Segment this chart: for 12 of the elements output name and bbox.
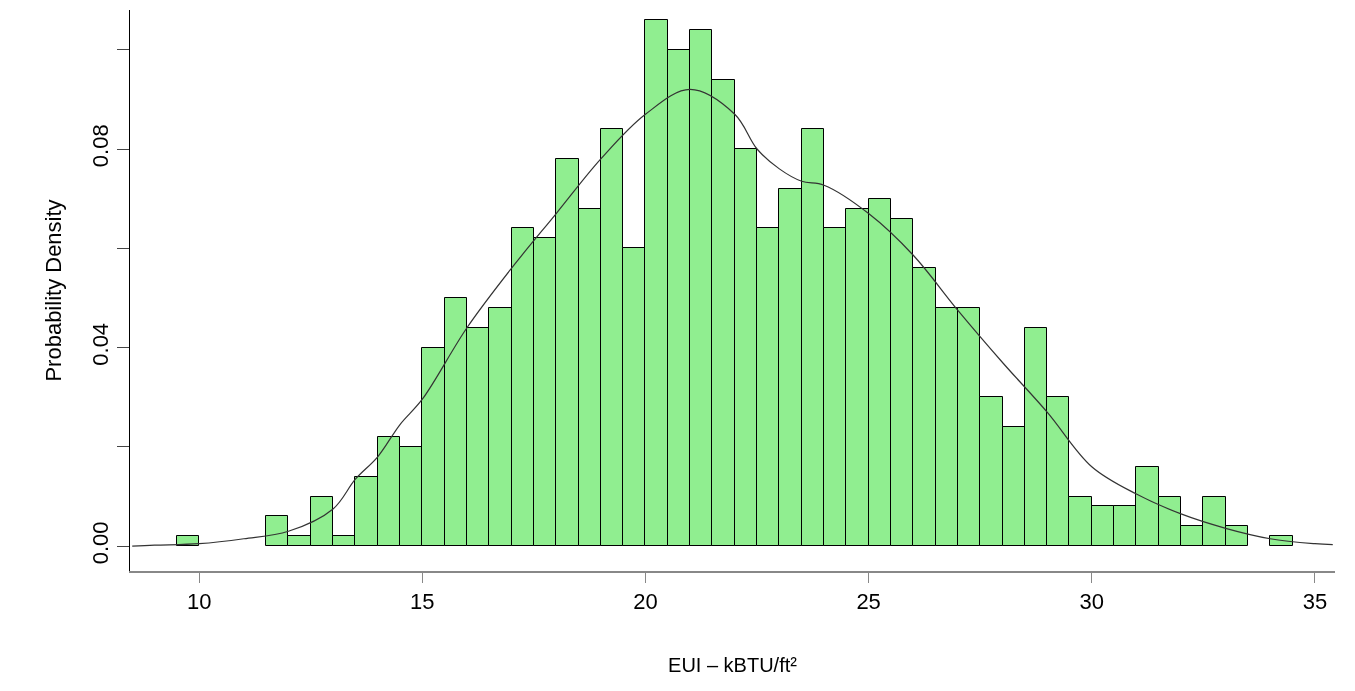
y-tick-label: 0.04 [88, 322, 114, 366]
x-tick-label: 10 [186, 589, 212, 615]
y-tick-label: 0.08 [88, 124, 114, 168]
x-tick-label: 35 [1302, 589, 1328, 615]
x-tick-label: 15 [410, 589, 435, 615]
line-series [131, 88, 1334, 547]
x-axis-title: EUI – kBTU/ft² [668, 654, 798, 677]
y-axis-title: Probability Density [41, 199, 66, 382]
x-tick-label: 25 [856, 589, 881, 615]
y-tick-label: 0.00 [88, 521, 114, 565]
x-tick-label: 20 [633, 589, 658, 615]
x-tick-label: 30 [1079, 589, 1105, 615]
